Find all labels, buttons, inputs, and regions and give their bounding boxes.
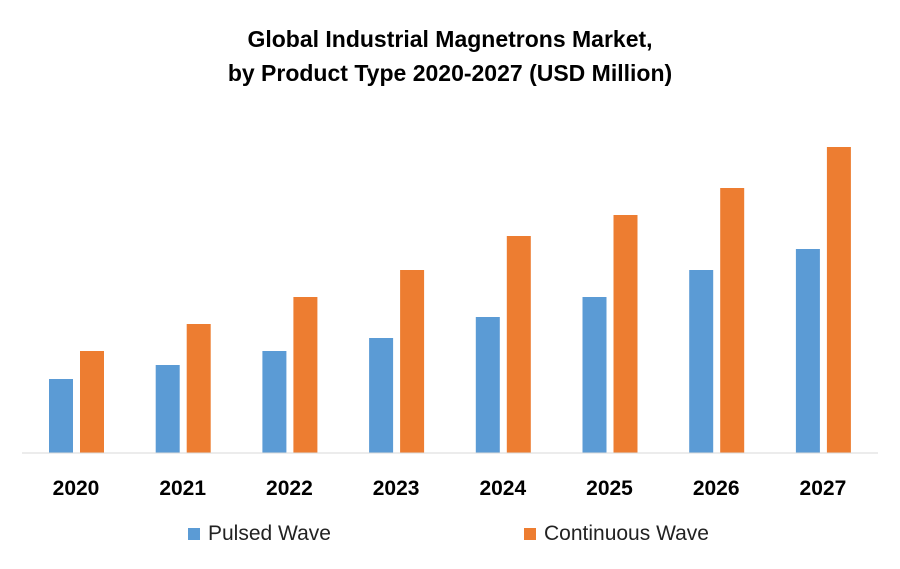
chart-title-line-2: by Product Type 2020-2027 (USD Million) — [227, 60, 673, 86]
x-tick-label: 2026 — [693, 477, 740, 500]
bar-pulsed-wave-2027 — [795, 249, 820, 453]
legend-swatch-continuous-wave — [524, 528, 536, 540]
bar-pulsed-wave-2025 — [582, 297, 607, 453]
bar-continuous-wave-2025 — [613, 215, 638, 453]
bar-continuous-wave-2023 — [400, 270, 425, 453]
bar-pulsed-wave-2024 — [475, 317, 500, 453]
x-tick-label: 2027 — [800, 477, 847, 500]
legend-label-continuous-wave: Continuous Wave — [544, 522, 709, 545]
bar-pulsed-wave-2022 — [262, 351, 287, 453]
x-tick-label: 2022 — [266, 477, 313, 500]
chart-title: Global Industrial Magnetrons Market, by … — [0, 22, 900, 90]
legend-item-continuous-wave: Continuous Wave — [524, 522, 709, 546]
bar-continuous-wave-2026 — [720, 188, 745, 453]
legend-item-pulsed-wave: Pulsed Wave — [188, 522, 331, 546]
bar-continuous-wave-2020 — [80, 351, 104, 453]
legend-label-pulsed-wave: Pulsed Wave — [208, 522, 331, 545]
bar-continuous-wave-2021 — [186, 324, 211, 453]
bar-continuous-wave-2027 — [826, 147, 851, 453]
x-tick-label: 2020 — [53, 477, 100, 500]
x-tick-label: 2023 — [373, 477, 420, 500]
x-tick-label: 2025 — [586, 477, 633, 500]
bar-continuous-wave-2024 — [506, 236, 531, 453]
bar-pulsed-wave-2023 — [369, 338, 394, 453]
bar-pulsed-wave-2020 — [49, 379, 73, 453]
legend-swatch-pulsed-wave — [188, 528, 200, 540]
bar-continuous-wave-2022 — [293, 297, 318, 453]
bar-pulsed-wave-2026 — [689, 270, 714, 453]
bar-pulsed-wave-2021 — [155, 365, 180, 453]
x-tick-label: 2021 — [159, 477, 206, 500]
chart-title-line-1: Global Industrial Magnetrons Market, — [247, 26, 653, 52]
x-tick-label: 2024 — [479, 477, 526, 500]
